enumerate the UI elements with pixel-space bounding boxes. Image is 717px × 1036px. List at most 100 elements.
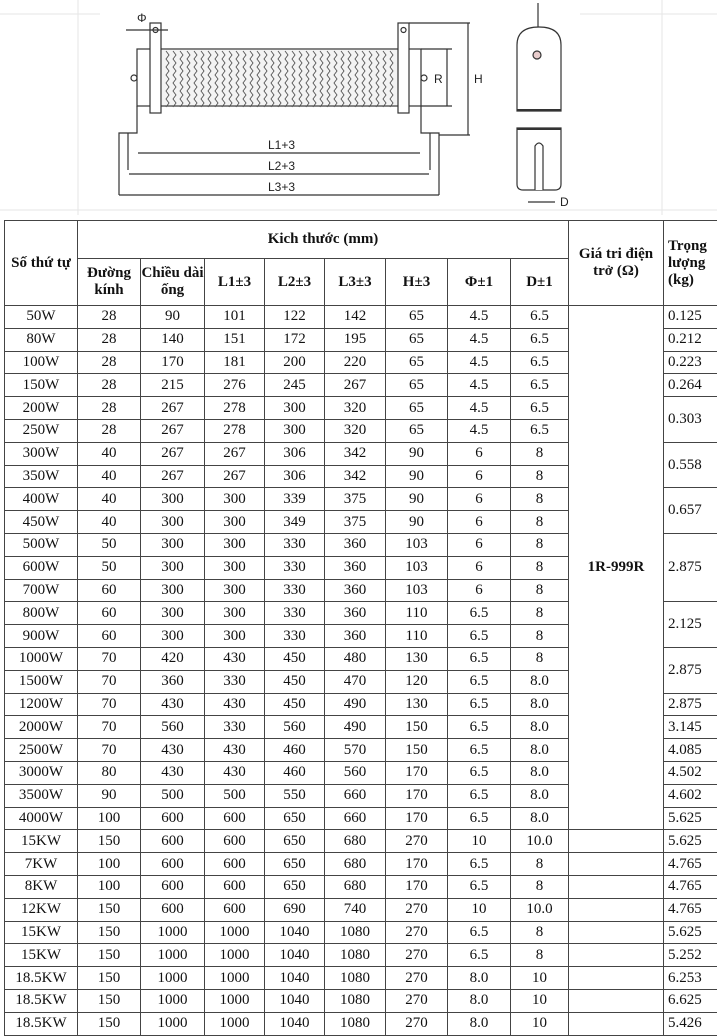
cell-size: 18.5KW [5, 989, 78, 1012]
header-index: Số thứ tự [5, 221, 78, 306]
cell-size: 80W [5, 328, 78, 351]
cell-tube-length: 420 [141, 647, 205, 670]
cell-h: 270 [386, 921, 448, 944]
cell-diameter: 28 [78, 374, 141, 397]
cell-d: 10.0 [511, 898, 569, 921]
cell-l1: 267 [205, 465, 265, 488]
cell-h: 170 [386, 875, 448, 898]
cell-l2: 306 [265, 465, 325, 488]
cell-size: 2500W [5, 739, 78, 762]
cell-l2: 450 [265, 647, 325, 670]
cell-l2: 330 [265, 556, 325, 579]
cell-diameter: 100 [78, 853, 141, 876]
cell-tube-length: 170 [141, 351, 205, 374]
cell-l1: 1000 [205, 921, 265, 944]
cell-weight: 5.252 [664, 944, 717, 967]
cell-diameter: 50 [78, 533, 141, 556]
cell-resistance-empty [569, 967, 664, 990]
cell-d: 8.0 [511, 761, 569, 784]
cell-l1: 267 [205, 442, 265, 465]
cell-resistance-empty [569, 830, 664, 853]
l2-label: L2+3 [268, 159, 295, 173]
cell-d: 8 [511, 875, 569, 898]
cell-tube-length: 600 [141, 853, 205, 876]
cell-phi: 6.5 [448, 853, 511, 876]
cell-diameter: 50 [78, 556, 141, 579]
cell-l1: 300 [205, 625, 265, 648]
cell-diameter: 40 [78, 465, 141, 488]
cell-size: 900W [5, 625, 78, 648]
cell-phi: 6.5 [448, 944, 511, 967]
cell-size: 100W [5, 351, 78, 374]
cell-l1: 151 [205, 328, 265, 351]
cell-l2: 306 [265, 442, 325, 465]
cell-phi: 10 [448, 898, 511, 921]
cell-h: 65 [386, 419, 448, 442]
cell-l3: 375 [325, 511, 386, 534]
cell-phi: 6.5 [448, 921, 511, 944]
cell-tube-length: 300 [141, 579, 205, 602]
cell-d: 8.0 [511, 739, 569, 762]
cell-phi: 6 [448, 465, 511, 488]
cell-diameter: 150 [78, 830, 141, 853]
cell-l2: 245 [265, 374, 325, 397]
cell-d: 8 [511, 488, 569, 511]
cell-l1: 300 [205, 488, 265, 511]
cell-diameter: 60 [78, 579, 141, 602]
cell-size: 12KW [5, 898, 78, 921]
cell-weight: 0.223 [664, 351, 717, 374]
cell-l1: 300 [205, 556, 265, 579]
cell-diameter: 150 [78, 967, 141, 990]
cell-resistance-empty [569, 853, 664, 876]
cell-l3: 1080 [325, 989, 386, 1012]
cell-l2: 450 [265, 670, 325, 693]
cell-size: 18.5KW [5, 967, 78, 990]
cell-phi: 6.5 [448, 693, 511, 716]
cell-diameter: 100 [78, 807, 141, 830]
cell-tube-length: 267 [141, 442, 205, 465]
cell-h: 170 [386, 761, 448, 784]
cell-h: 65 [386, 397, 448, 420]
cell-l1: 300 [205, 602, 265, 625]
cell-l3: 680 [325, 853, 386, 876]
cell-tube-length: 430 [141, 761, 205, 784]
cell-h: 90 [386, 465, 448, 488]
cell-d: 8.0 [511, 670, 569, 693]
cell-phi: 6 [448, 442, 511, 465]
cell-diameter: 150 [78, 989, 141, 1012]
cell-h: 270 [386, 967, 448, 990]
cell-tube-length: 300 [141, 511, 205, 534]
cell-l2: 650 [265, 875, 325, 898]
cell-phi: 6 [448, 511, 511, 534]
cell-h: 65 [386, 306, 448, 329]
cell-weight: 0.657 [664, 488, 717, 534]
cell-weight: 4.765 [664, 853, 717, 876]
cell-tube-length: 600 [141, 830, 205, 853]
cell-tube-length: 600 [141, 875, 205, 898]
cell-d: 8 [511, 647, 569, 670]
cell-size: 15KW [5, 830, 78, 853]
cell-d: 8 [511, 944, 569, 967]
cell-size: 800W [5, 602, 78, 625]
cell-weight: 5.625 [664, 807, 717, 830]
cell-d: 6.5 [511, 374, 569, 397]
cell-size: 600W [5, 556, 78, 579]
cell-l2: 172 [265, 328, 325, 351]
cell-phi: 6.5 [448, 716, 511, 739]
d-label: D [560, 195, 569, 209]
cell-l2: 1040 [265, 967, 325, 990]
cell-tube-length: 267 [141, 465, 205, 488]
cell-d: 8 [511, 556, 569, 579]
cell-tube-length: 140 [141, 328, 205, 351]
cell-size: 2000W [5, 716, 78, 739]
resistor-side-view [517, 3, 561, 202]
cell-resistance-empty [569, 875, 664, 898]
cell-l2: 560 [265, 716, 325, 739]
cell-tube-length: 1000 [141, 921, 205, 944]
cell-l3: 660 [325, 807, 386, 830]
cell-l2: 300 [265, 397, 325, 420]
cell-phi: 8.0 [448, 967, 511, 990]
